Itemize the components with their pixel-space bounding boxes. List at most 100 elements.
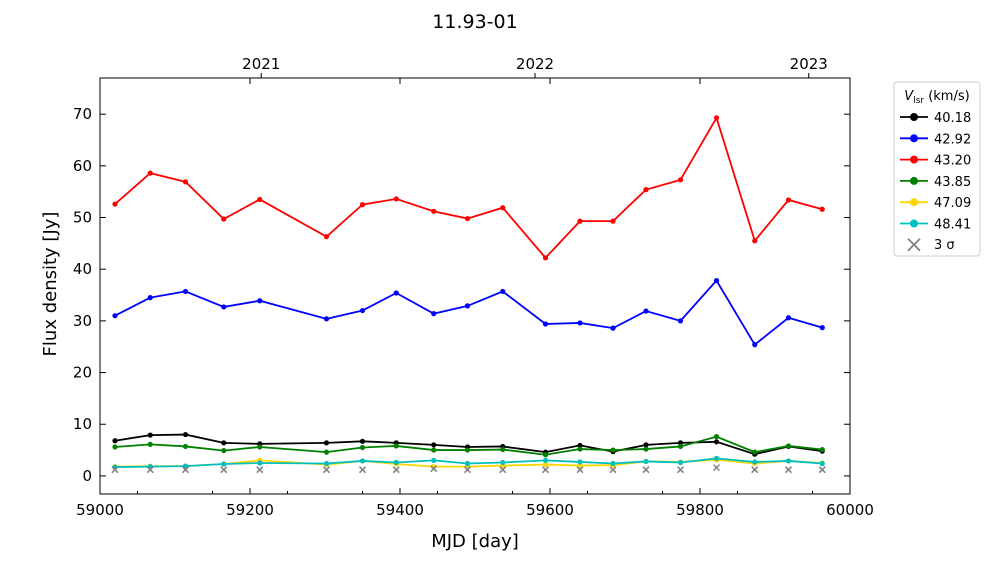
series-point	[464, 447, 471, 453]
series-point	[752, 342, 758, 348]
x-tick-label: 59600	[526, 501, 574, 519]
y-tick-label: 60	[73, 157, 92, 175]
series-point	[393, 459, 399, 466]
series-point	[819, 325, 825, 331]
series-point	[221, 304, 227, 310]
series-point	[819, 460, 825, 467]
year-tick-label: 2021	[242, 55, 280, 73]
series-point	[643, 458, 649, 465]
series-point	[464, 303, 471, 309]
series-point	[713, 434, 720, 440]
series-point	[643, 187, 649, 193]
chart-title: 11.93-01	[432, 11, 517, 33]
series-point	[147, 441, 153, 447]
y-axis-label: Flux density [Jy]	[40, 212, 61, 357]
series-point	[643, 308, 649, 314]
series-line	[114, 433, 823, 456]
series-point	[819, 206, 825, 212]
series-point	[677, 443, 684, 450]
legend-label: 43.20	[934, 154, 971, 169]
series-point	[112, 201, 118, 207]
series-point	[323, 234, 330, 240]
series-point	[713, 455, 720, 461]
series-point	[112, 313, 118, 319]
series-point	[393, 443, 399, 449]
legend-title-sub: lsr	[913, 96, 924, 106]
series-point	[610, 447, 616, 453]
legend-sigma-marker	[907, 238, 921, 252]
tick-layer: 59000 59200 59400 59600 59800 60000 0 10 20 30 40 5…	[73, 55, 874, 519]
x-tick-label: 59000	[76, 501, 124, 519]
series-point	[112, 444, 118, 450]
series-point	[752, 449, 758, 455]
sigma-marker	[751, 466, 759, 474]
series-point	[500, 459, 506, 466]
series-point	[713, 439, 720, 445]
series-point	[677, 459, 684, 466]
series-line	[114, 435, 823, 456]
x-tick-label: 59200	[226, 501, 274, 519]
sigma-marker	[256, 466, 264, 474]
series-point	[359, 458, 366, 464]
series-point	[147, 170, 153, 176]
series-line	[114, 115, 823, 260]
sigma-marker	[609, 466, 617, 474]
series-line	[114, 457, 823, 469]
series-point	[359, 438, 366, 444]
year-tick-label: 2022	[516, 55, 554, 73]
y-tick-label: 40	[73, 260, 92, 278]
series-point	[323, 440, 330, 446]
series-point	[577, 459, 583, 465]
series-point	[677, 177, 684, 183]
series-point	[221, 440, 227, 446]
series-point	[577, 320, 583, 326]
series-point	[323, 460, 330, 467]
series-point	[785, 443, 792, 449]
series-point	[577, 442, 583, 449]
series-point	[431, 447, 437, 453]
series-point	[112, 438, 118, 444]
sigma-marker	[111, 466, 119, 474]
series-point	[147, 432, 153, 438]
plot-frame	[99, 77, 851, 495]
series-point	[359, 202, 366, 208]
series-point	[643, 446, 649, 452]
series-point	[464, 215, 471, 222]
legend-title-main: V	[904, 89, 914, 104]
legend-frame	[893, 81, 981, 257]
sigma-marker	[712, 464, 721, 472]
series-point	[785, 458, 792, 464]
sigma-marker	[181, 466, 190, 474]
series-point	[542, 452, 549, 458]
series-point	[182, 179, 189, 185]
series-point	[610, 325, 616, 331]
series-point	[359, 444, 366, 451]
sigma-marker	[541, 466, 550, 474]
series-layer	[111, 115, 826, 474]
series-point	[323, 316, 330, 322]
series-point	[182, 443, 189, 450]
y-tick-label: 10	[73, 415, 92, 433]
sigma-marker	[784, 466, 793, 474]
series-point	[257, 444, 263, 450]
series-point	[182, 431, 189, 438]
legend-label: 42.92	[934, 132, 971, 147]
series-point	[431, 457, 437, 464]
series-point	[752, 459, 758, 465]
series-point	[257, 460, 263, 466]
sigma-marker	[499, 466, 507, 474]
series-point	[393, 290, 399, 296]
legend: Vlsr (km/s) 40.18 42.92 43.20 43.85 47.09 48.…	[893, 81, 981, 257]
series-point	[221, 461, 227, 467]
series-point	[577, 218, 583, 224]
series-point	[610, 218, 616, 224]
sigma-marker	[642, 466, 650, 474]
series-point	[393, 196, 399, 202]
series-point	[431, 311, 437, 317]
x-tick-label: 59400	[376, 501, 424, 519]
legend-items: 40.18 42.92 43.20 43.85 47.09 48.41 3 σ	[900, 111, 971, 253]
sigma-marker	[322, 466, 331, 474]
series-point	[542, 321, 549, 327]
series-point	[542, 255, 549, 261]
